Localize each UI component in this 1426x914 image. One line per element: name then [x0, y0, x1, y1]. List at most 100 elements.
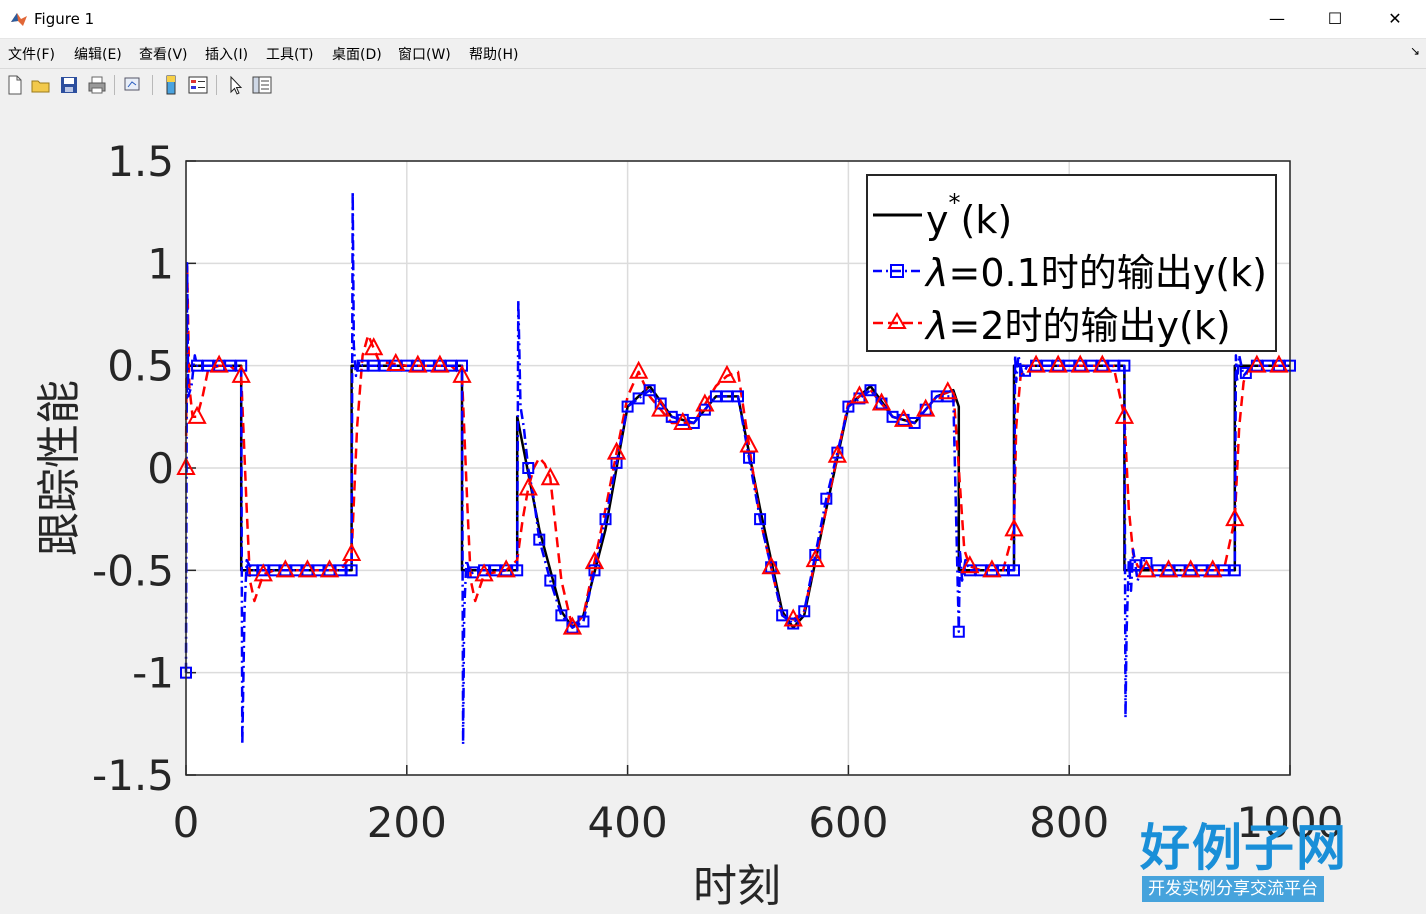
maximize-button[interactable]: ☐: [1327, 9, 1343, 28]
insert-legend-icon[interactable]: [187, 74, 209, 96]
marker-square: [709, 390, 722, 403]
marker-square: [1041, 359, 1054, 372]
marker-square: [489, 564, 502, 577]
marker-triangle: [297, 559, 318, 578]
x-tick-label: 600: [808, 798, 888, 847]
menu-tools[interactable]: 工具(T): [266, 47, 314, 63]
marker-triangle: [275, 559, 296, 578]
menu-insert[interactable]: 插入(I): [205, 47, 249, 63]
menu-desktop[interactable]: 桌面(D): [332, 47, 382, 63]
marker-square: [522, 462, 535, 474]
marker-triangle: [1092, 354, 1112, 373]
menu-help[interactable]: 帮助(H): [469, 47, 519, 63]
watermark-brand: 好例子网 开发实例分享交流平台: [1140, 808, 1380, 908]
marker-triangle: [1048, 354, 1068, 373]
marker-triangle: [805, 548, 825, 568]
link-plot-icon[interactable]: [122, 74, 144, 96]
open-file-icon[interactable]: [30, 74, 52, 96]
marker-square: [952, 625, 965, 638]
marker-square: [444, 359, 457, 372]
marker-square: [732, 390, 744, 403]
new-figure-icon[interactable]: [4, 74, 26, 96]
y-tick-label: -0.5: [92, 546, 174, 595]
marker-triangle: [849, 385, 870, 404]
marker-triangle: [430, 354, 450, 373]
dock-arrow-icon[interactable]: ↘: [1409, 44, 1420, 58]
marker-square: [1228, 564, 1241, 577]
pointer-icon[interactable]: [224, 74, 246, 96]
marker-square: [544, 574, 557, 587]
marker-square: [290, 564, 303, 577]
x-tick-label: 0: [173, 798, 200, 847]
marker-triangle: [209, 354, 229, 373]
line-chart: 0 200 400 600 800 1000 1.5 1 0.5 0 -0.5 -1 -1.5 时刻 跟…: [34, 137, 1343, 912]
menu-view[interactable]: 查看(V): [139, 47, 188, 63]
marker-square: [654, 397, 667, 410]
marker-square: [268, 564, 281, 577]
menu-edit[interactable]: 编辑(E): [74, 47, 122, 63]
toolbar: [0, 68, 1426, 102]
marker-square: [312, 564, 325, 577]
marker-triangle: [673, 411, 693, 430]
x-tick-label: 400: [588, 798, 668, 847]
marker-triangle: [408, 354, 428, 373]
menu-window[interactable]: 窗口(W): [398, 47, 451, 63]
marker-triangle: [628, 360, 649, 379]
marker-triangle: [651, 398, 671, 417]
marker-square: [599, 513, 612, 526]
series-line-lambda2: [184, 262, 1290, 629]
x-tick-label: 800: [1029, 798, 1109, 847]
x-axis-label: 时刻: [693, 861, 781, 912]
marker-square: [1239, 366, 1252, 379]
figure-canvas: 0 200 400 600 800 1000 1.5 1 0.5 0 -0.5 -1 -1.5 时刻 跟…: [0, 101, 1426, 914]
menu-file[interactable]: 文件(F): [8, 47, 55, 63]
legend: y*(k) λ=0.1时的输出y(k) λ=2时的输出y(k): [866, 174, 1277, 352]
marker-triangle: [231, 364, 251, 383]
toolbar-separator: [152, 75, 153, 95]
marker-triangle: [916, 398, 936, 417]
marker-square: [720, 390, 733, 403]
y-axis-label: 跟踪性能: [34, 380, 85, 556]
marker-square: [1217, 564, 1230, 577]
marker-triangle: [1136, 559, 1157, 578]
marker-square: [941, 390, 954, 403]
marker-triangle: [474, 563, 494, 582]
save-icon[interactable]: [58, 74, 80, 96]
print-icon[interactable]: [86, 74, 108, 96]
marker-triangle: [253, 563, 273, 582]
marker-triangle: [1247, 354, 1267, 373]
menu-bar: 文件(F) 编辑(E) 查看(V) 插入(I) 工具(T) 桌面(D) 窗口(W…: [0, 40, 1426, 66]
marker-square: [643, 384, 656, 397]
marker-square: [1085, 359, 1098, 372]
marker-square: [798, 605, 811, 618]
toolbar-separator: [114, 75, 115, 95]
tick-labels: 0 200 400 600 800 1000 1.5 1 0.5 0 -0.5 -1 -1.5: [92, 137, 1343, 847]
marker-square: [1129, 559, 1142, 572]
close-button[interactable]: ✕: [1388, 9, 1402, 28]
x-tick-label: 200: [367, 798, 447, 847]
marker-triangle: [606, 441, 627, 460]
marker-triangle: [827, 444, 848, 463]
marker-square: [743, 451, 756, 464]
minimize-button[interactable]: —: [1269, 9, 1285, 28]
legend-label-lambda2: λ=2时的输出y(k): [924, 304, 1231, 348]
marker-square: [555, 609, 568, 622]
marker-square: [367, 359, 380, 372]
insert-colorbar-icon[interactable]: [160, 74, 182, 96]
marker-square: [345, 564, 358, 577]
marker-square: [864, 384, 877, 397]
marker-square: [665, 410, 678, 423]
marker-square: [820, 492, 833, 505]
marker-triangle: [386, 352, 406, 372]
property-inspector-icon[interactable]: [251, 74, 273, 96]
marker-triangle: [518, 477, 538, 496]
marker-square: [842, 400, 855, 413]
marker-square: [1173, 564, 1186, 577]
marker-square: [996, 564, 1009, 577]
marker-square: [1261, 359, 1274, 372]
marker-triangle: [717, 364, 737, 383]
toolbar-separator: [216, 75, 217, 95]
window-title: Figure 1: [34, 10, 95, 28]
marker-triangle: [364, 337, 384, 356]
marker-square: [246, 564, 259, 577]
